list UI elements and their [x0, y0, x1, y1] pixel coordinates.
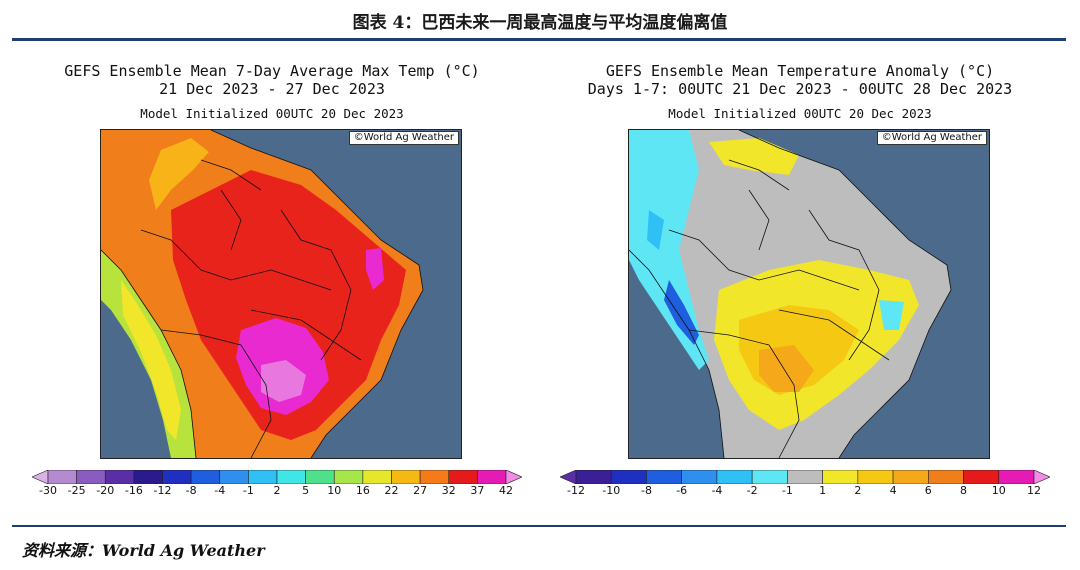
anomaly-colorbar-segment [610, 470, 647, 484]
anomaly-colorbar-segment [857, 470, 894, 484]
anomaly-colorbar-tick-label: -12 [567, 484, 585, 497]
max-temp-colorbar-segment [104, 470, 135, 484]
anomaly-colorbar-tick-label: -2 [746, 484, 758, 497]
max-temp-title: GEFS Ensemble Mean 7-Day Average Max Tem… [64, 62, 480, 80]
max-temp-colorbar-segment [76, 470, 106, 484]
max-temp-model-init: Model Initialized 00UTC 20 Dec 2023 [140, 106, 404, 121]
anomaly-colorbar-tick-label: 6 [924, 484, 932, 497]
max-temp-date-range: 21 Dec 2023 - 27 Dec 2023 [159, 80, 385, 98]
anomaly-colorbar-segment [681, 470, 718, 484]
anomaly-colorbar-segment [892, 470, 929, 484]
anomaly-colorbar-tick-label: 4 [889, 484, 897, 497]
max-temp-map: ©World Ag Weather [100, 129, 462, 459]
max-temp-colorbar-tick-label: -16 [124, 484, 143, 497]
anomaly-colorbar-tick-label: -1 [781, 484, 793, 497]
anomaly-colorbar-tick-label: -8 [640, 484, 652, 497]
anomaly-colorbar-segment [575, 470, 612, 484]
max-temp-colorbar-segment [133, 470, 163, 484]
source-note: 资料来源：World Ag Weather [22, 541, 265, 560]
max-temp-colorbar-segment [362, 470, 392, 484]
anomaly-colorbar-segment [928, 470, 964, 484]
anomaly-colorbar-tick-label: 2 [854, 484, 862, 497]
bottom-rule [12, 525, 1066, 527]
max-temp-colorbar-tick-label: 16 [355, 484, 370, 497]
max-temp-colorbar-tick-label: 32 [441, 484, 456, 497]
anomaly-colorbar-tick-label: -10 [602, 484, 621, 497]
max-temp-colorbar-tick-label: -1 [242, 484, 254, 497]
anomaly-colorbar-segment [716, 470, 753, 484]
max-temp-colorbar-segment [219, 470, 249, 484]
max-temp-colorbar-segment [276, 470, 306, 484]
anomaly-colorbar-max-arrow [1033, 470, 1050, 484]
max-temp-colorbar-min-arrow [32, 470, 49, 484]
max-temp-colorbar-segment [448, 470, 478, 484]
max-temp-map-svg [101, 130, 461, 458]
anomaly-title: GEFS Ensemble Mean Temperature Anomaly (… [605, 62, 995, 80]
anomaly-map-svg [629, 130, 989, 458]
anomaly-colorbar-tick-label: 1 [819, 484, 827, 497]
anomaly-colorbar-tick-label: 12 [1027, 484, 1041, 497]
anomaly-colorbar-segment [963, 470, 1000, 484]
max-temp-colorbar-segment [391, 470, 421, 484]
max-temp-colorbar-segment [477, 470, 507, 484]
anomaly-panel: GEFS Ensemble Mean Temperature Anomaly (… [540, 56, 1060, 506]
max-temp-colorbar-segment [419, 470, 450, 484]
max-temp-colorbar-max-arrow [505, 470, 522, 484]
max-temp-colorbar-segment [47, 470, 77, 484]
max-temp-credit: ©World Ag Weather [348, 131, 459, 145]
max-temp-colorbar [32, 470, 522, 484]
max-temp-colorbar-tick-label: 5 [302, 484, 310, 497]
max-temp-colorbar-tick-label: 37 [470, 484, 485, 497]
anomaly-model-init: Model Initialized 00UTC 20 Dec 2023 [668, 106, 932, 121]
max-temp-colorbar-segment [162, 470, 192, 484]
anomaly-map: ©World Ag Weather [628, 129, 990, 459]
max-temp-colorbar-segment [190, 470, 221, 484]
max-temp-colorbar-tick-label: 22 [384, 484, 399, 497]
anomaly-colorbar-tick-label: 10 [991, 484, 1006, 497]
max-temp-colorbar-tick-label: -30 [39, 484, 57, 497]
max-temp-colorbar-segment [333, 470, 364, 484]
anomaly-colorbar-segment [998, 470, 1035, 484]
max-temp-colorbar-tick-label: 10 [327, 484, 342, 497]
anomaly-credit: ©World Ag Weather [876, 131, 987, 145]
anomaly-colorbar [560, 470, 1050, 484]
max-temp-colorbar-tick-label: 27 [413, 484, 428, 497]
max-temp-colorbar-tick-label: -8 [185, 484, 197, 497]
anomaly-date-range: Days 1-7: 00UTC 21 Dec 2023 - 00UTC 28 D… [587, 80, 1013, 98]
anomaly-colorbar-segment [822, 470, 859, 484]
anomaly-colorbar-tick-label: 8 [960, 484, 968, 497]
anomaly-colorbar-tick-label: -6 [676, 484, 688, 497]
max-temp-panel: GEFS Ensemble Mean 7-Day Average Max Tem… [12, 56, 532, 506]
anomaly-colorbar-segment [751, 470, 788, 484]
max-temp-colorbar-tick-label: -4 [214, 484, 226, 497]
anomaly-colorbar-segment [646, 470, 682, 484]
max-temp-colorbar-tick-label: -20 [96, 484, 115, 497]
anomaly-colorbar-tick-label: -4 [711, 484, 723, 497]
max-temp-colorbar-tick-label: -25 [67, 484, 86, 497]
top-rule [12, 38, 1066, 41]
anomaly-colorbar-min-arrow [560, 470, 577, 484]
max-temp-colorbar-segment [305, 470, 335, 484]
max-temp-colorbar-tick-label: 42 [499, 484, 513, 497]
figure-title: 图表 4：巴西未来一周最高温度与平均温度偏离值 [352, 13, 728, 33]
anomaly-colorbar-segment [787, 470, 823, 484]
max-temp-colorbar-tick-label: -12 [153, 484, 172, 497]
max-temp-colorbar-segment [248, 470, 278, 484]
max-temp-colorbar-tick-label: 2 [273, 484, 281, 497]
